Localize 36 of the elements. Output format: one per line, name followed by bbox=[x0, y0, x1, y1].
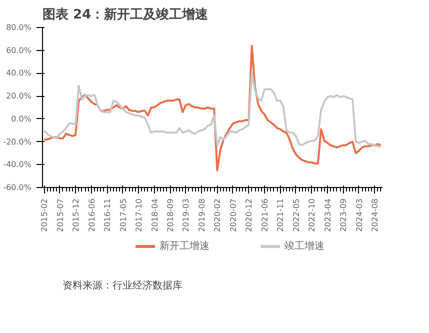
legend-label: 新开工增速 bbox=[160, 240, 210, 253]
x-tick-label: 2022-05 bbox=[292, 198, 301, 232]
x-tick-label: 2024-08 bbox=[370, 198, 380, 232]
x-tick-label: 2023-09 bbox=[339, 198, 348, 232]
x-tick-label: 2021-06 bbox=[260, 198, 270, 232]
y-tick-label: 60.0% bbox=[6, 46, 32, 55]
x-tick-label: 2020-02 bbox=[213, 198, 222, 232]
y-tick-label: -60.0% bbox=[3, 183, 32, 192]
x-tick-label: 2022-10 bbox=[308, 198, 317, 232]
y-tick-label: 20.0% bbox=[6, 92, 32, 101]
y-tick-label: 40.0% bbox=[6, 68, 32, 78]
y-tick-label: 80.0% bbox=[6, 23, 32, 32]
chart-title: 图表 24：新开工及竣工增速 bbox=[42, 6, 210, 22]
x-tick-label: 2015-02 bbox=[40, 198, 50, 232]
x-tick-label: 2021-11 bbox=[276, 198, 286, 232]
x-tick-label: 2023-04 bbox=[323, 198, 332, 232]
y-tick-label: -20.0% bbox=[3, 137, 32, 146]
x-tick-label: 2018-09 bbox=[166, 198, 175, 232]
text: 资料来源：行业经济数据库 bbox=[62, 280, 182, 292]
x-tick-label: 2015-12 bbox=[72, 198, 81, 232]
x-tick-label: 2019-03 bbox=[182, 198, 191, 232]
line-series bbox=[43, 44, 382, 172]
y-tick-label: -40.0% bbox=[3, 160, 32, 170]
x-tick-label: 2018-04 bbox=[150, 198, 160, 232]
x-tick-label: 2016-06 bbox=[87, 198, 96, 232]
x-tick-label: 2017-05 bbox=[118, 198, 128, 232]
x-tick-label: 2020-12 bbox=[244, 198, 254, 232]
line-series bbox=[43, 72, 382, 148]
legend-label: 竣工增速 bbox=[284, 240, 324, 253]
y-tick-label: 0.0% bbox=[11, 114, 32, 124]
x-tick-label: 2019-08 bbox=[197, 198, 206, 232]
x-tick-label: 2015-07 bbox=[56, 198, 65, 232]
x-tick-label: 2024-03 bbox=[354, 198, 364, 232]
x-tick-label: 2017-10 bbox=[134, 198, 144, 232]
x-tick-label: 2016-11 bbox=[103, 198, 112, 232]
x-tick-label: 2020-07 bbox=[228, 198, 238, 232]
